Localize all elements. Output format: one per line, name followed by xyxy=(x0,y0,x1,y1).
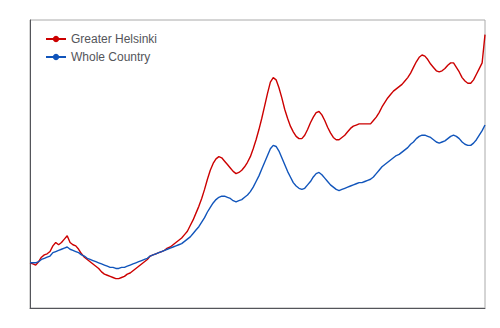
svg-text:Greater Helsinki: Greater Helsinki xyxy=(71,32,157,46)
svg-text:Whole Country: Whole Country xyxy=(71,50,150,64)
